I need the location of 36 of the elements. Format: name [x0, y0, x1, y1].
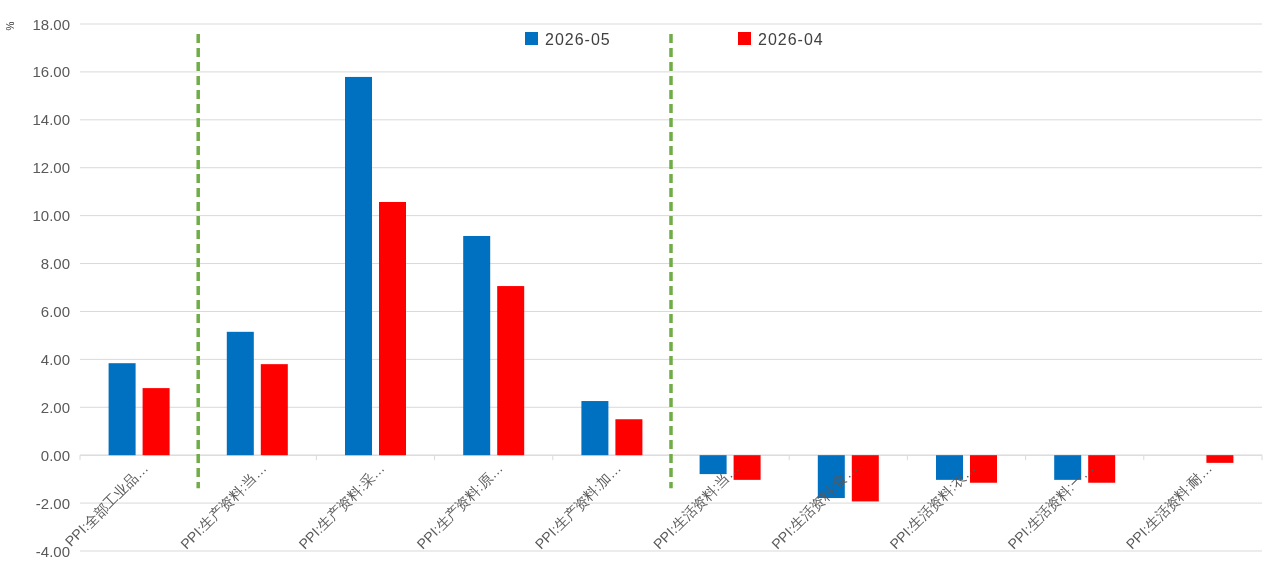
x-tick-label: PPI:生产资料:原… — [413, 459, 506, 553]
bar — [615, 419, 643, 456]
bar — [851, 455, 879, 502]
legend-label: 2026-05 — [545, 30, 611, 48]
x-tick-label: PPI:生产资料:加… — [531, 459, 625, 553]
bar — [226, 331, 254, 456]
y-tick-label: 18.00 — [32, 15, 70, 33]
bar — [108, 363, 136, 456]
y-tick-label: 14.00 — [32, 111, 70, 129]
y-tick-label: 8.00 — [40, 255, 70, 273]
x-tick-label: PPI:生活资料:一… — [1004, 459, 1097, 553]
x-tick-label: PPI:生活资料:当… — [650, 459, 743, 553]
x-tick-label: PPI:生活资料:食… — [768, 459, 861, 553]
y-tick-label: 0.00 — [40, 446, 70, 464]
y-axis-title: % — [5, 21, 16, 31]
bar — [260, 364, 288, 456]
bar — [581, 401, 609, 456]
x-tick-label: PPI:生活资料:耐… — [1122, 459, 1216, 553]
bar — [379, 201, 406, 456]
y-tick-label: 6.00 — [40, 302, 70, 320]
x-tick-label: PPI:生活资料:衣… — [886, 459, 979, 553]
y-tick-label: 10.00 — [32, 207, 70, 225]
x-tick-label: PPI:生产资料:采… — [295, 459, 388, 553]
bar — [1206, 455, 1234, 463]
y-tick-label: 12.00 — [32, 159, 70, 177]
bar — [699, 455, 727, 475]
y-tick-label: -2.00 — [35, 494, 70, 512]
bar — [497, 286, 525, 456]
bar — [345, 76, 372, 456]
x-tick-label: PPI:生产资料:当… — [177, 459, 270, 553]
bar — [142, 388, 170, 456]
bar — [463, 236, 491, 456]
y-tick-label: 4.00 — [40, 350, 70, 368]
y-tick-label: 16.00 — [32, 63, 70, 81]
legend-label: 2026-04 — [758, 30, 824, 48]
y-tick-label: 2.00 — [40, 398, 70, 416]
